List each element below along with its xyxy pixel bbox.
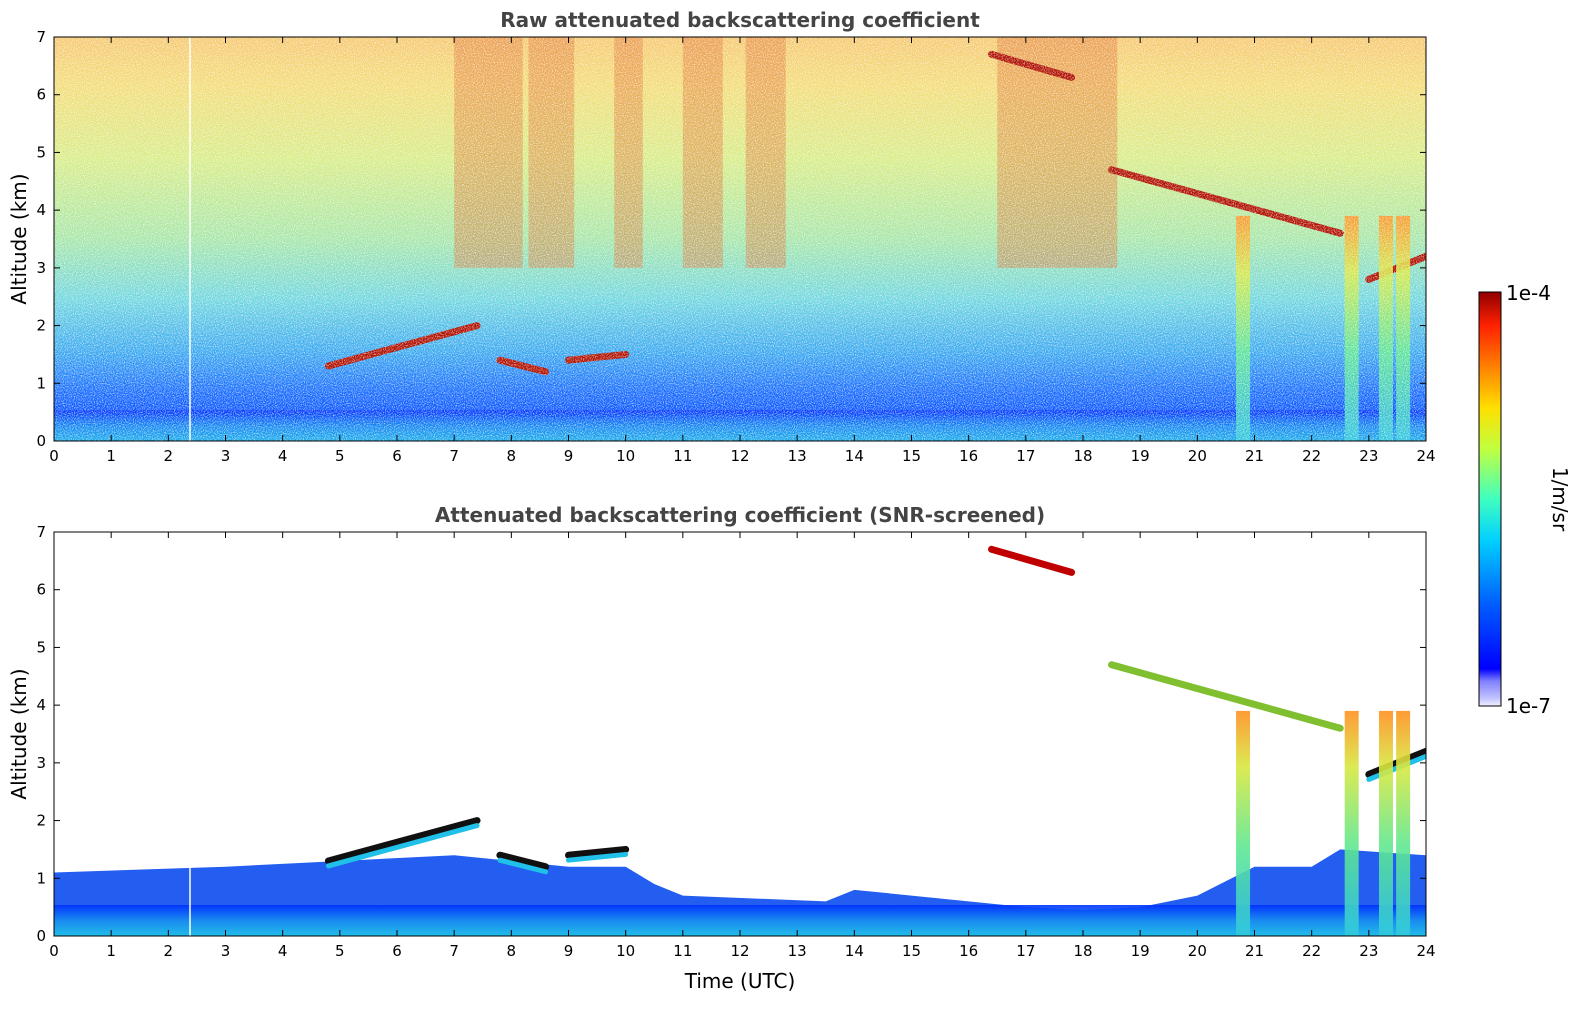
p2-xtick-label: 8 [507, 942, 517, 960]
colorbar-max-label: 1e-4 [1506, 281, 1551, 305]
p2-ytick-label: 7 [36, 523, 46, 541]
p2-cloud-base [497, 857, 549, 875]
p2-xtick-label: 5 [335, 942, 345, 960]
p1-xtick-label: 13 [788, 447, 807, 465]
p1-ytick-label: 0 [36, 432, 46, 450]
panel1-plot-area [54, 37, 1426, 441]
colorbar-unit-label: 1/m/sr [1548, 467, 1572, 532]
p1-xtick-label: 9 [564, 447, 574, 465]
colorbar-min-label: 1e-7 [1506, 694, 1551, 718]
p2-xtick-label: 2 [164, 942, 174, 960]
p2-ytick-label: 5 [36, 638, 46, 656]
p2-precipitation-column [1378, 710, 1393, 936]
p2-ytick-label: 1 [36, 869, 46, 887]
panel1-title: Raw attenuated backscattering coefficien… [500, 8, 980, 32]
p2-cloud-base [325, 823, 480, 869]
p2-ytick-label: 4 [36, 696, 46, 714]
panel1-x-axis: 0 1 2 3 4 5 6 7 8 9 10 11 12 13 14 15 16 17 18 19 20 21 22 23 24 [49, 37, 1436, 465]
p2-xtick-label: 9 [564, 942, 574, 960]
p2-xtick-label: 4 [278, 942, 288, 960]
p2-xtick-label: 1 [106, 942, 116, 960]
p1-xtick-label: 14 [845, 447, 864, 465]
colorbar-gradient [1478, 291, 1502, 707]
p1-xtick-label: 5 [335, 447, 345, 465]
p2-cloud-layer [1108, 661, 1344, 732]
p1-ytick-label: 2 [36, 317, 46, 335]
p1-xtick-label: 3 [221, 447, 231, 465]
p2-cloud-layer [988, 545, 1076, 576]
p1-xtick-label: 2 [164, 447, 174, 465]
p2-xtick-label: 22 [1302, 942, 1321, 960]
p1-ytick-label: 6 [36, 86, 46, 104]
p1-xtick-label: 16 [959, 447, 978, 465]
p1-ytick-label: 7 [36, 28, 46, 46]
p2-xtick-label: 17 [1016, 942, 1035, 960]
p1-ytick-label: 4 [36, 201, 46, 219]
p2-xtick-label: 19 [1131, 942, 1150, 960]
p2-xtick-label: 3 [221, 942, 231, 960]
p1-xtick-label: 7 [449, 447, 459, 465]
panel2-precipitation [1236, 710, 1411, 936]
p1-xtick-label: 12 [730, 447, 749, 465]
p1-xtick-label: 22 [1302, 447, 1321, 465]
panel1-y-axis: 0 1 2 3 4 5 6 7 [36, 28, 1426, 450]
p2-precipitation-column [1344, 710, 1359, 936]
p2-xtick-label: 14 [845, 942, 864, 960]
panel2-y-axis: 0 1 2 3 4 5 6 7 [36, 523, 1426, 945]
p1-xtick-label: 11 [673, 447, 692, 465]
p1-xtick-label: 1 [106, 447, 116, 465]
p2-cloud-layer [565, 845, 630, 859]
p1-xtick-label: 20 [1188, 447, 1207, 465]
p2-xtick-label: 7 [449, 942, 459, 960]
p2-precipitation-column [1396, 710, 1411, 936]
p2-xtick-label: 18 [1073, 942, 1092, 960]
p1-xtick-label: 0 [49, 447, 59, 465]
p1-xtick-label: 10 [616, 447, 635, 465]
p2-xtick-label: 0 [49, 942, 59, 960]
p2-xtick-label: 10 [616, 942, 635, 960]
p1-ytick-label: 1 [36, 374, 46, 392]
p2-xtick-label: 11 [673, 942, 692, 960]
p1-xtick-label: 23 [1359, 447, 1378, 465]
panel2-x-axis: 0 1 2 3 4 5 6 7 8 9 10 11 12 13 14 15 16 17 18 19 20 21 22 23 24 [49, 532, 1436, 960]
p1-xtick-label: 15 [902, 447, 921, 465]
p2-xtick-label: 6 [392, 942, 402, 960]
panel2-ylabel: Altitude (km) [7, 668, 31, 799]
p1-ytick-label: 3 [36, 259, 46, 277]
p2-cloud-layer [496, 851, 550, 871]
screened-backscatter-panel: Attenuated backscattering coefficient (S… [7, 503, 1436, 993]
p1-xtick-label: 17 [1016, 447, 1035, 465]
p1-xtick-label: 4 [278, 447, 288, 465]
p1-xtick-label: 18 [1073, 447, 1092, 465]
p2-xtick-label: 20 [1188, 942, 1207, 960]
p2-xtick-label: 12 [730, 942, 749, 960]
p1-ytick-label: 5 [36, 143, 46, 161]
p2-ytick-label: 6 [36, 581, 46, 599]
p2-xtick-label: 16 [959, 942, 978, 960]
p1-xtick-label: 6 [392, 447, 402, 465]
p2-xtick-label: 13 [788, 942, 807, 960]
raw-backscatter-panel: Raw attenuated backscattering coefficien… [7, 8, 1436, 465]
p2-ytick-label: 0 [36, 927, 46, 945]
p1-xtick-label: 24 [1416, 447, 1435, 465]
p2-ytick-label: 2 [36, 812, 46, 830]
p2-cloud-layer [324, 817, 481, 865]
p2-xtick-label: 21 [1245, 942, 1264, 960]
p2-xtick-label: 15 [902, 942, 921, 960]
p2-xtick-label: 23 [1359, 942, 1378, 960]
p1-xtick-label: 19 [1131, 447, 1150, 465]
colorbar: 1e-4 1e-7 1/m/sr [1478, 281, 1572, 718]
p1-xtick-label: 8 [507, 447, 517, 465]
p1-xtick-label: 21 [1245, 447, 1264, 465]
p2-xtick-label: 24 [1416, 942, 1435, 960]
panel2-xlabel: Time (UTC) [684, 969, 796, 993]
p2-precipitation-column [1236, 710, 1251, 936]
panel1-noise-overlay [54, 37, 1426, 441]
p2-ytick-label: 3 [36, 754, 46, 772]
panel2-plot-area [54, 532, 1426, 936]
panel2-title: Attenuated backscattering coefficient (S… [435, 503, 1045, 527]
panel1-ylabel: Altitude (km) [7, 173, 31, 304]
p2-cloud-base [566, 851, 629, 863]
